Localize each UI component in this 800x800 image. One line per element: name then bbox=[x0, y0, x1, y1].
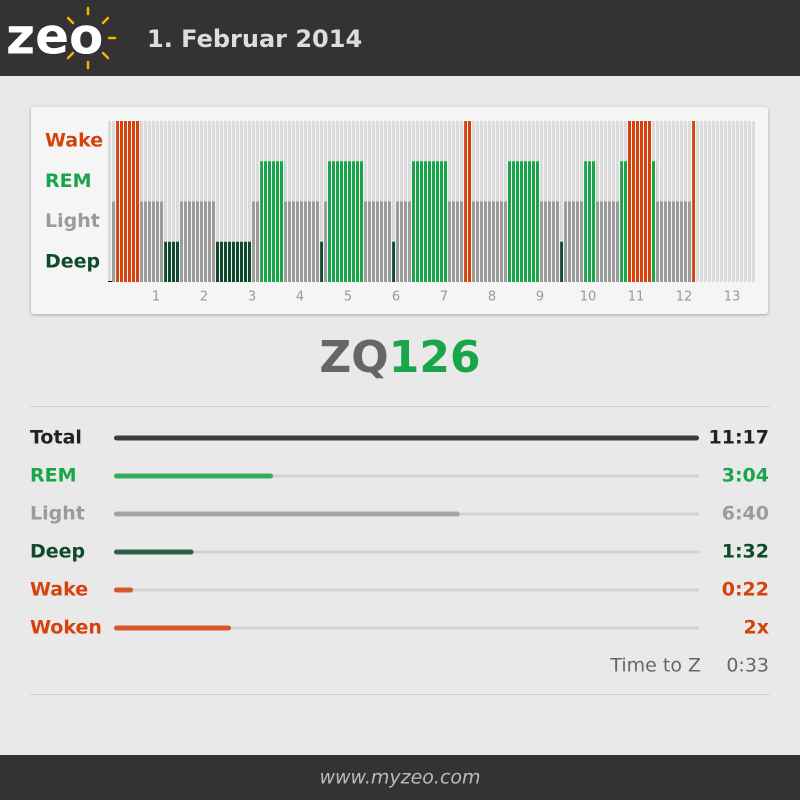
x-tick-label: 5 bbox=[344, 290, 352, 305]
stat-value: 6:40 bbox=[722, 503, 769, 525]
stage-label: REM bbox=[45, 170, 92, 192]
header-bar bbox=[0, 0, 800, 76]
stat-track bbox=[114, 626, 699, 630]
stage-label: Wake bbox=[45, 130, 103, 152]
stat-value: 2x bbox=[744, 617, 769, 639]
x-tick-label: 4 bbox=[296, 290, 304, 305]
stat-label: Light bbox=[30, 503, 85, 525]
time-to-z-value: 0:33 bbox=[726, 655, 769, 677]
x-tick-label: 11 bbox=[628, 290, 645, 305]
stage-label: Deep bbox=[45, 250, 100, 272]
stat-bar bbox=[114, 473, 273, 479]
stat-bar bbox=[114, 625, 231, 631]
stat-label: Total bbox=[30, 427, 82, 449]
logo-sun-rays bbox=[66, 6, 117, 70]
x-tick-label: 6 bbox=[392, 290, 400, 305]
stat-value: 0:22 bbox=[722, 579, 769, 601]
stat-bar bbox=[114, 587, 134, 593]
x-tick-label: 13 bbox=[724, 290, 741, 305]
x-tick-label: 3 bbox=[248, 290, 256, 305]
zq-score: ZQ126 bbox=[319, 332, 480, 383]
stat-label: Deep bbox=[30, 541, 85, 563]
stat-value: 11:17 bbox=[709, 427, 769, 449]
stat-bar bbox=[114, 511, 460, 517]
bar-stripes bbox=[108, 121, 756, 282]
stat-track bbox=[114, 474, 699, 478]
stage-label: Light bbox=[45, 210, 100, 232]
zq-value: 126 bbox=[389, 332, 481, 383]
stat-label: Woken bbox=[30, 617, 102, 639]
date: 1. Februar 2014 bbox=[147, 25, 362, 53]
x-tick-label: 12 bbox=[676, 290, 693, 305]
footer-url: www.myzeo.com bbox=[319, 767, 480, 789]
logo: zeo bbox=[6, 8, 103, 66]
stats: Total 11:17 REM 3:04 Light 6:40 Deep 1:32 Wake 0:… bbox=[30, 427, 769, 639]
stat-label: Wake bbox=[30, 579, 88, 601]
stat-bar bbox=[114, 435, 699, 441]
x-tick-label: 10 bbox=[580, 290, 597, 305]
footer-bar bbox=[0, 755, 800, 800]
x-tick-label: 2 bbox=[200, 290, 208, 305]
stat-value: 3:04 bbox=[722, 465, 769, 487]
zq-label: ZQ bbox=[319, 332, 388, 383]
stat-track bbox=[114, 550, 699, 554]
x-tick-label: 1 bbox=[152, 290, 160, 305]
stat-label: REM bbox=[30, 465, 77, 487]
stat-value: 1:32 bbox=[722, 541, 769, 563]
x-tick-label: 8 bbox=[488, 290, 496, 305]
stat-bar bbox=[114, 549, 194, 555]
x-tick-label: 9 bbox=[536, 290, 544, 305]
stat-track bbox=[114, 588, 699, 592]
x-tick-label: 7 bbox=[440, 290, 448, 305]
time-to-z-label: Time to Z bbox=[609, 655, 701, 677]
